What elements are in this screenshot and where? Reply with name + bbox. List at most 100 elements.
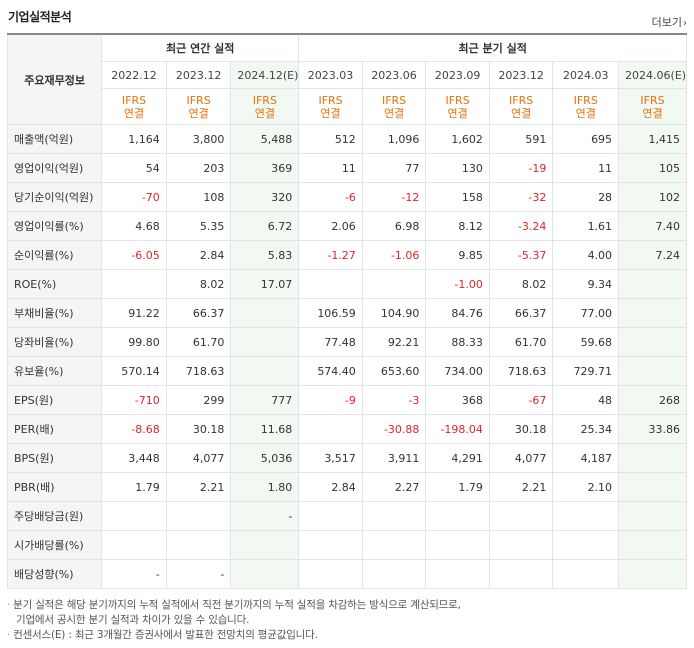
table-cell: 7.24: [618, 240, 687, 270]
table-cell: -70: [101, 182, 167, 212]
table-row: BPS(원) 3,448 4,077 5,036 3,517 3,911 4,291 4,07…: [6, 443, 687, 473]
table-cell: 299: [165, 385, 232, 415]
table-cell: [488, 530, 554, 560]
more-link[interactable]: 더보기›: [652, 14, 687, 30]
table-row: ROE(%) 8.02 17.07 -1.00 8.02 9.34: [6, 269, 687, 299]
table-cell: 30.18: [488, 414, 554, 444]
table-row: PBR(배) 1.79 2.21 1.80 2.84 2.27 1.79 2.21 2.10: [6, 472, 687, 502]
table-cell: 718.63: [488, 356, 554, 386]
table-cell: -198.04: [425, 414, 490, 444]
table-cell: 734.00: [425, 356, 490, 386]
table-row: 영업이익률(%) 4.68 5.35 6.72 2.06 6.98 8.12 -3.24 1.6…: [6, 211, 687, 241]
table-cell: 6.72: [230, 211, 300, 241]
table-cell: 33.86: [618, 414, 687, 444]
table-cell: [101, 269, 167, 299]
accounting-basis: IFRS 연결: [101, 88, 167, 125]
table-cell: 574.40: [298, 356, 363, 386]
table-cell: [488, 559, 554, 589]
table-cell: 2.06: [298, 211, 363, 241]
table-cell: [618, 327, 687, 357]
table-row: 배당성향(%) - -: [6, 559, 687, 589]
table-cell: [298, 559, 363, 589]
accounting-basis: IFRS 연결: [425, 88, 490, 125]
table-cell: 5,488: [230, 124, 300, 154]
table-cell: [101, 530, 167, 560]
table-cell: [361, 501, 427, 531]
table-cell: 9.85: [425, 240, 490, 270]
accounting-basis: IFRS 연결: [165, 88, 232, 125]
table-cell: [425, 559, 490, 589]
table-cell: 320: [230, 182, 300, 212]
table-cell: 2.10: [552, 472, 620, 502]
table-cell: 130: [425, 153, 490, 183]
table-cell: 1.79: [101, 472, 167, 502]
table-cell: 11: [552, 153, 620, 183]
table-cell: 61.70: [165, 327, 232, 357]
table-cell: 2.27: [361, 472, 427, 502]
table-cell: [230, 327, 300, 357]
table-cell: [165, 530, 232, 560]
table-cell: 2.84: [165, 240, 232, 270]
table-cell: 4,077: [488, 443, 554, 473]
row-label: 당좌비율(%): [6, 327, 103, 357]
table-cell: -3.24: [488, 211, 554, 241]
table-cell: 106.59: [298, 298, 363, 328]
quarter-header: 최근 분기 실적: [298, 33, 687, 62]
footnote-1: · 분기 실적은 해당 분기까지의 누적 실적에서 직전 분기까지의 누적 실적을…: [7, 599, 461, 611]
table-cell: 729.71: [552, 356, 620, 386]
table-cell: -5.37: [488, 240, 554, 270]
table-cell: -12: [361, 182, 427, 212]
accounting-basis: IFRS 연결: [552, 88, 620, 125]
table-cell: 368: [425, 385, 490, 415]
table-cell: 4.00: [552, 240, 620, 270]
table-row: 주당배당금(원) -: [6, 501, 687, 531]
table-cell: 77: [361, 153, 427, 183]
table-cell: -: [101, 559, 167, 589]
table-cell: 4.68: [101, 211, 167, 241]
table-cell: 653.60: [361, 356, 427, 386]
table-cell: [230, 356, 300, 386]
accounting-basis: IFRS 연결: [298, 88, 363, 125]
footnotes: · 분기 실적은 해당 분기까지의 누적 실적에서 직전 분기까지의 누적 실적을…: [7, 598, 461, 643]
table-cell: -8.68: [101, 414, 167, 444]
table-cell: 77.48: [298, 327, 363, 357]
table-cell: 5,036: [230, 443, 300, 473]
table-cell: [298, 414, 363, 444]
table-cell: [361, 269, 427, 299]
accounting-basis: IFRS 연결: [361, 88, 427, 125]
table-cell: 77.00: [552, 298, 620, 328]
table-cell: [230, 559, 300, 589]
table-cell: -710: [101, 385, 167, 415]
table-cell: [361, 559, 427, 589]
table-cell: 8.02: [488, 269, 554, 299]
table-cell: 4,187: [552, 443, 620, 473]
table-cell: [618, 269, 687, 299]
table-row: 당기순이익(억원) -70 108 320 -6 -12 158 -32 28 102: [6, 182, 687, 212]
table-cell: -: [165, 559, 232, 589]
table-cell: -9: [298, 385, 363, 415]
row-label: 순이익률(%): [6, 240, 103, 270]
table-cell: 54: [101, 153, 167, 183]
table-cell: 2.21: [488, 472, 554, 502]
table-cell: 1,415: [618, 124, 687, 154]
table-cell: -6: [298, 182, 363, 212]
period-header: 2023.09: [425, 61, 490, 89]
table-cell: [488, 501, 554, 531]
table-cell: 25.34: [552, 414, 620, 444]
table-row: 시가배당률(%): [6, 530, 687, 560]
table-cell: [618, 443, 687, 473]
period-header: 2023.12: [488, 61, 554, 89]
row-label: 당기순이익(억원): [6, 182, 103, 212]
table-cell: 28: [552, 182, 620, 212]
table-cell: 108: [165, 182, 232, 212]
table-cell: 11: [298, 153, 363, 183]
period-header: 2023.06: [361, 61, 427, 89]
table-cell: [552, 501, 620, 531]
table-cell: 105: [618, 153, 687, 183]
annual-header: 최근 연간 실적: [101, 33, 300, 62]
accounting-basis: IFRS 연결: [618, 88, 687, 125]
row-label: 유보율(%): [6, 356, 103, 386]
table-cell: [552, 530, 620, 560]
row-label: PER(배): [6, 414, 103, 444]
